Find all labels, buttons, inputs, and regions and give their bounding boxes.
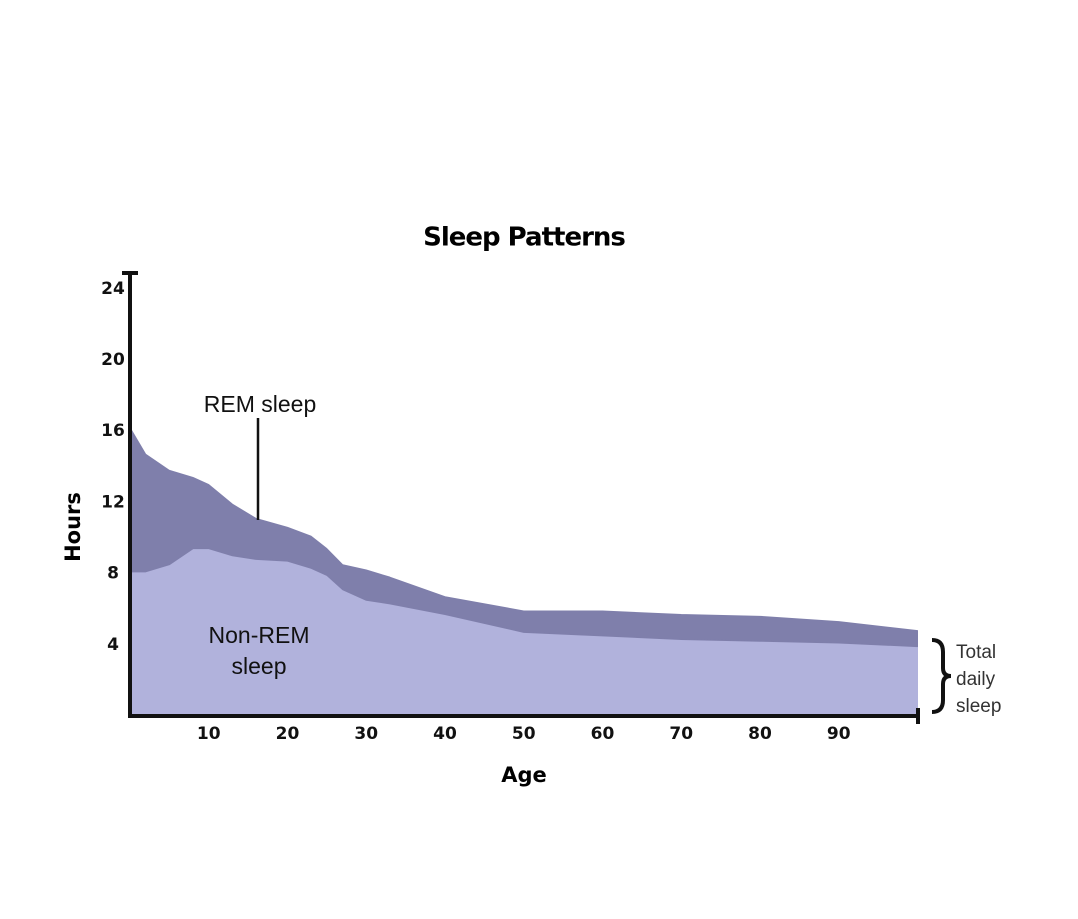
x-tick-label: 50 [512, 724, 536, 744]
chart-title: Sleep Patterns [423, 223, 625, 253]
x-tick-label: 70 [669, 724, 693, 744]
rem-label: REM sleep [203, 391, 317, 417]
x-tick-label: 30 [354, 724, 378, 744]
area [129, 427, 918, 648]
x-axis-label: Age [501, 763, 547, 787]
y-tick-label: 12 [101, 492, 125, 512]
total-annotation: Total daily sleep [956, 642, 1002, 717]
y-tick-label: 20 [101, 350, 125, 370]
non-rem-label: Non-REM sleep [208, 622, 310, 679]
x-tick-label: 40 [433, 724, 457, 744]
y-tick-label: 4 [107, 635, 119, 655]
x-tick-label: 90 [827, 724, 851, 744]
y-tick-label: 8 [107, 564, 119, 584]
x-tick-label: 10 [197, 724, 221, 744]
y-tick-label: 16 [101, 421, 125, 441]
x-tick-label: 20 [276, 724, 300, 744]
x-tick-label: 80 [748, 724, 772, 744]
y-tick-label: 24 [101, 279, 125, 299]
brace [931, 638, 952, 714]
y-axis-label: Hours [61, 492, 85, 562]
x-tick-label: 60 [591, 724, 615, 744]
